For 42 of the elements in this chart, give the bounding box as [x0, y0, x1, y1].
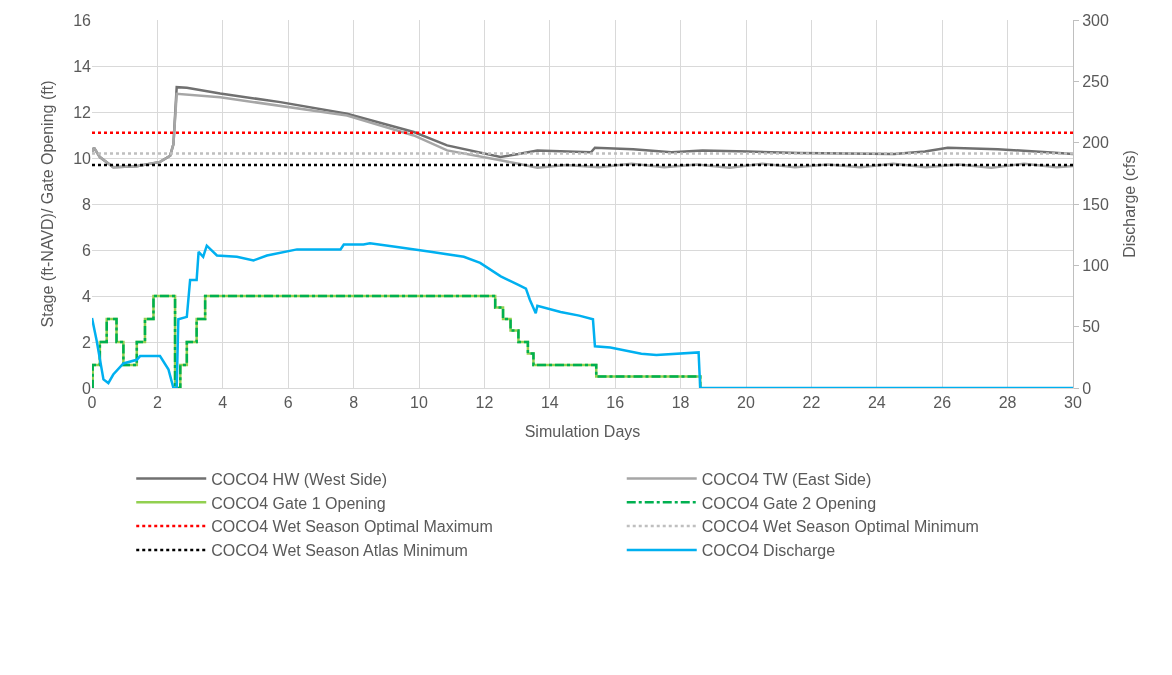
x-tick-label: 22 [802, 394, 821, 412]
y-tick-label: 12 [73, 103, 92, 121]
legend-label: COCO4 Gate 1 Opening [211, 494, 386, 512]
x-tick-label: 28 [998, 394, 1017, 412]
legend-label: COCO4 Wet Season Optimal Maximum [211, 518, 493, 536]
y-tick-label: 8 [82, 195, 92, 213]
x-axis-title: Simulation Days [524, 422, 641, 440]
legend-label: COCO4 Discharge [701, 542, 836, 560]
x-tick-label: 12 [475, 394, 494, 412]
x-tick-label: 10 [410, 394, 428, 412]
x-tick-label: 20 [737, 394, 755, 412]
y2-axis-title: Discharge (cfs) [1120, 150, 1138, 258]
x-tick-label: 14 [540, 394, 559, 412]
y-tick-label: 4 [82, 287, 92, 305]
y-tick-label: 6 [82, 241, 92, 259]
x-tick-label: 2 [152, 394, 162, 412]
y-tick-label: 16 [73, 11, 92, 29]
legend-label: COCO4 Wet Season Atlas Minimum [211, 542, 468, 560]
legend-label: COCO4 Wet Season Optimal Minimum [701, 518, 979, 536]
x-tick-label: 18 [671, 394, 690, 412]
x-tick-label: 16 [606, 394, 625, 412]
legend-label: COCO4 Gate 2 Opening [701, 494, 877, 512]
y2-tick-label: 100 [1082, 256, 1109, 274]
y-tick-label: 0 [82, 379, 92, 397]
x-tick-label: 4 [218, 394, 228, 412]
x-tick-label: 6 [283, 394, 293, 412]
x-tick-label: 24 [867, 394, 886, 412]
y2-tick-label: 300 [1082, 11, 1109, 29]
y-tick-label: 10 [73, 149, 92, 167]
y2-tick-label: 150 [1082, 195, 1109, 213]
x-tick-label: 30 [1064, 394, 1082, 412]
x-tick-label: 8 [349, 394, 359, 412]
y2-tick-label: 250 [1082, 72, 1109, 90]
y-tick-label: 14 [73, 57, 92, 75]
y-tick-label: 2 [82, 333, 92, 351]
legend-label: COCO4 HW (West Side) [211, 470, 387, 488]
x-tick-label: 26 [933, 394, 952, 412]
y2-tick-label: 50 [1082, 318, 1101, 336]
y2-tick-label: 0 [1082, 379, 1092, 397]
y2-tick-label: 200 [1082, 134, 1109, 152]
legend-label: COCO4 TW (East Side) [701, 470, 872, 488]
y-axis-title: Stage (ft-NAVD)/ Gate Opening (ft) [39, 80, 57, 328]
